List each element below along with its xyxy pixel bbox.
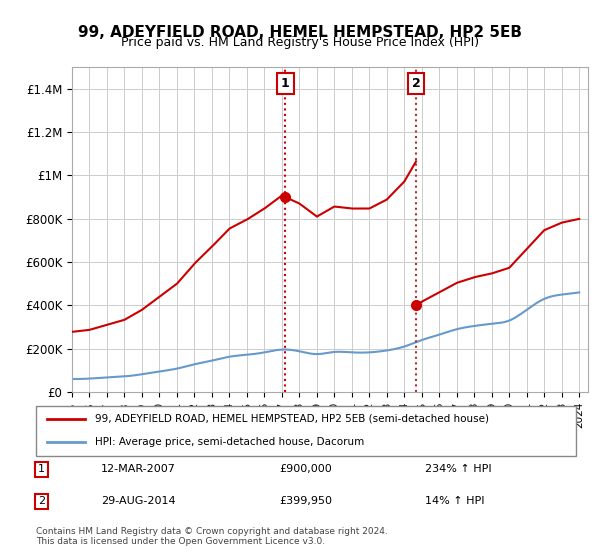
- Text: Price paid vs. HM Land Registry's House Price Index (HPI): Price paid vs. HM Land Registry's House …: [121, 36, 479, 49]
- Text: 29-AUG-2014: 29-AUG-2014: [101, 497, 175, 506]
- Text: 12-MAR-2007: 12-MAR-2007: [101, 464, 176, 474]
- Text: 14% ↑ HPI: 14% ↑ HPI: [425, 497, 484, 506]
- Text: 234% ↑ HPI: 234% ↑ HPI: [425, 464, 491, 474]
- Text: 1: 1: [38, 464, 45, 474]
- FancyBboxPatch shape: [36, 406, 576, 456]
- Text: £399,950: £399,950: [279, 497, 332, 506]
- Text: 1: 1: [281, 77, 290, 90]
- Text: 2: 2: [38, 497, 45, 506]
- Text: Contains HM Land Registry data © Crown copyright and database right 2024.
This d: Contains HM Land Registry data © Crown c…: [36, 526, 388, 546]
- Text: 99, ADEYFIELD ROAD, HEMEL HEMPSTEAD, HP2 5EB (semi-detached house): 99, ADEYFIELD ROAD, HEMEL HEMPSTEAD, HP2…: [95, 414, 490, 423]
- Text: HPI: Average price, semi-detached house, Dacorum: HPI: Average price, semi-detached house,…: [95, 437, 365, 447]
- Text: 2: 2: [412, 77, 421, 90]
- Text: £900,000: £900,000: [279, 464, 332, 474]
- Text: 99, ADEYFIELD ROAD, HEMEL HEMPSTEAD, HP2 5EB: 99, ADEYFIELD ROAD, HEMEL HEMPSTEAD, HP2…: [78, 25, 522, 40]
